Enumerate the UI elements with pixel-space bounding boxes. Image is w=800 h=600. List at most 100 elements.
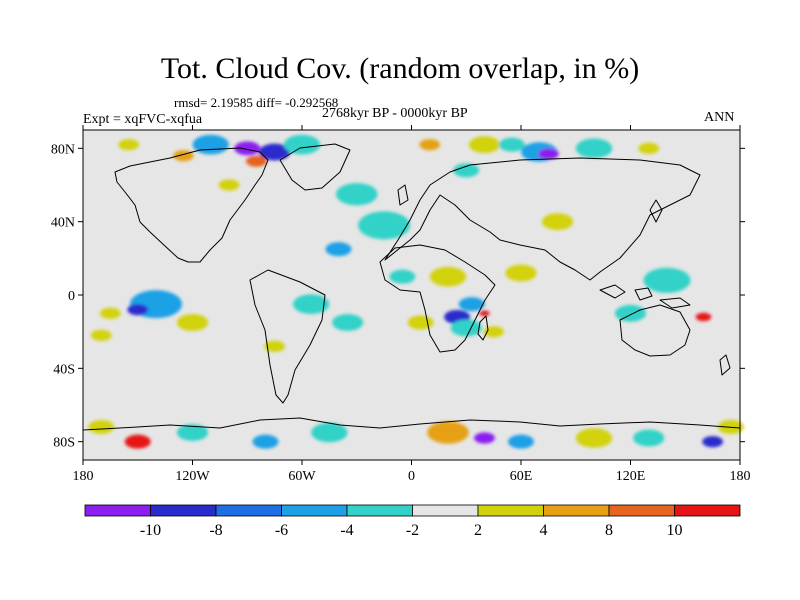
lon-tick-label: 60E [510,469,533,484]
anomaly-patch [118,139,140,151]
anomaly-patch [575,428,613,448]
anomaly-patch [172,150,194,162]
experiment-label: Expt = xqFVC-xqfua [83,112,203,127]
lon-tick-label: 0 [408,469,415,484]
anomaly-patch [407,315,434,330]
lon-tick-label: 180 [730,469,751,484]
colorbar-swatch [215,504,282,517]
anomaly-patch [90,329,112,341]
coast-greenland [279,143,351,191]
anomaly-patch [468,136,501,154]
anomaly-patch [453,163,480,178]
anomaly-patch [505,264,537,282]
anomaly-patch [389,269,416,284]
anomaly-patch [335,182,378,206]
coast-australia [619,304,691,357]
anomaly-patch [541,213,574,231]
lat-tick-label: 80S [53,436,75,451]
colorbar: -10 -8 -6 -4 -2 2 4 8 10 [84,504,741,539]
colorbar-swatch [346,504,413,517]
anomaly-patch [695,312,712,322]
anomaly-patch [643,267,691,293]
colorbar-swatch [150,504,217,517]
longitude-axis: 180 120W 60W 0 60E 120E 180 [73,125,751,484]
anomaly-patch [537,148,559,160]
coast-africa [379,244,496,353]
anomaly-patch [419,139,441,151]
colorbar-label: 8 [605,522,613,539]
anomaly-patch [575,138,613,159]
anomaly-patch [218,179,240,191]
period-text: 2768kyr BP - 0000kyr BP [322,106,468,121]
anomaly-patch [283,134,321,155]
lat-tick-label: 40N [51,216,75,231]
lon-tick-label: 180 [73,469,94,484]
anomaly-patch [245,155,267,167]
coast-north-america [114,147,269,263]
coast-uk [397,184,409,206]
lat-tick-label: 80N [51,142,75,157]
anomaly-patch [702,436,724,448]
coastlines [82,143,741,431]
anomaly-patch [458,297,485,312]
coast-japan [649,199,663,223]
anomaly-patch [192,134,229,155]
anomaly-patch [127,304,149,316]
anomaly-patch [638,142,660,154]
colorbar-swatch [412,504,479,517]
anomaly-patch [252,434,279,449]
colorbar-label: -10 [140,522,161,539]
anomaly-patch [234,141,261,156]
colorbar-label: -2 [406,522,419,539]
anomaly-layer [88,134,744,449]
colorbar-swatch [543,504,610,517]
anomaly-patch [479,310,490,317]
anomaly-patch [292,294,330,314]
anomaly-patch [264,340,286,352]
lat-tick-label: 40S [53,362,75,377]
plot-area [82,129,744,461]
colorbar-label: -6 [275,522,288,539]
colorbar-swatch [608,504,675,517]
colorbar-label: 10 [667,522,683,539]
anomaly-patch [427,421,469,444]
coast-new-zealand [719,354,731,376]
map-background [83,130,740,460]
latitude-axis: 80N 40N 0 40S 80S [51,142,745,451]
colorbar-swatch [477,504,544,517]
anomaly-patch [450,319,482,337]
colorbar-label: -8 [209,522,222,539]
anomaly-patch [358,211,411,240]
coast-madagascar [477,315,489,341]
anomaly-patch [429,266,467,287]
colorbar-label: -4 [340,522,353,539]
colorbar-swatch [281,504,348,517]
anomaly-patch [176,314,209,331]
anomaly-patch [88,420,115,434]
lon-tick-label: 120W [175,469,210,484]
anomaly-patch [633,429,665,447]
coast-eurasia [384,157,701,281]
coast-south-america [249,269,326,404]
lon-tick-label: 120E [616,469,646,484]
anomaly-patch [614,304,647,322]
coast-antarctica [82,417,741,431]
colorbar-label: 4 [540,522,548,539]
anomaly-patch [474,432,495,444]
anomaly-patch [311,422,348,443]
coast-se-asia-islands [599,284,691,309]
anomaly-patch [483,326,505,338]
stats-text: rmsd= 2.19585 diff= -0.292568 [174,95,339,110]
colorbar-swatch [674,504,741,517]
anomaly-patch [259,143,291,161]
anomaly-patch [325,242,352,257]
anomaly-patch [176,424,209,441]
anomaly-patch [124,434,151,449]
lon-tick-label: 60W [288,469,316,484]
season-label: ANN [704,110,735,125]
lat-tick-label: 0 [68,289,75,304]
colorbar-swatch [84,504,151,517]
map-title: Tot. Cloud Cov. (random overlap, in %) [160,52,640,85]
anomaly-patch [99,307,121,319]
